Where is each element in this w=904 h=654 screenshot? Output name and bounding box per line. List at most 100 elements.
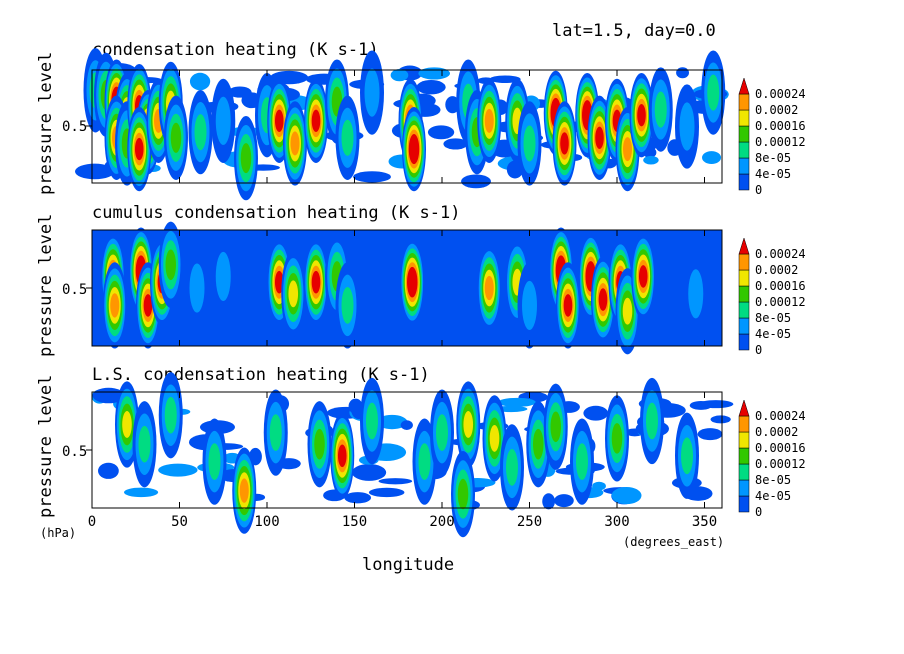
noise-blob xyxy=(489,75,521,84)
heat-cell xyxy=(122,411,132,438)
noise-blob xyxy=(498,397,536,407)
heat-cell xyxy=(408,271,417,293)
colorbar-swatch xyxy=(738,317,750,335)
noise-blob xyxy=(418,67,451,80)
colorbar-label: 0.00012 xyxy=(755,135,806,149)
colorbar: 0.00024 0.0002 0.00016 0.00012 8e-05 4e-05 0 xyxy=(738,237,806,357)
heat-cell xyxy=(143,294,153,317)
colorbar-label: 0.0002 xyxy=(755,263,798,277)
panel-ls-condensation-heating: L.S. condensation heating (K s-1) 0.5 pr… xyxy=(36,365,806,538)
noise-blob xyxy=(702,151,722,165)
heat-cell xyxy=(595,126,604,149)
noise-blob xyxy=(697,428,723,441)
colorbar-label: 0.0002 xyxy=(755,103,798,117)
heat-cell xyxy=(364,68,380,117)
colorbar-label: 8e-05 xyxy=(755,473,791,487)
heat-cell xyxy=(688,269,704,319)
colorbar-swatch xyxy=(738,415,750,433)
x-tick-label: 100 xyxy=(254,514,279,530)
heat-cell xyxy=(550,411,561,443)
heat-cell xyxy=(576,443,588,480)
heat-cell xyxy=(170,122,182,153)
heat-cell xyxy=(164,396,177,434)
x-tick-label: 150 xyxy=(342,514,367,530)
colorbar-swatch xyxy=(738,463,750,481)
colorbar-label: 8e-05 xyxy=(755,151,791,165)
noise-blob xyxy=(583,405,609,421)
noise-blob xyxy=(445,96,460,114)
colorbar-arrow xyxy=(738,77,750,95)
heat-cell xyxy=(239,478,249,503)
heat-cell xyxy=(138,425,151,463)
y-tick-label: 0.5 xyxy=(62,119,87,135)
colorbar-label: 8e-05 xyxy=(755,311,791,325)
colorbar-label: 4e-05 xyxy=(755,327,791,341)
colorbar-label: 0.00024 xyxy=(755,247,806,261)
noise-blob xyxy=(158,463,198,477)
colorbar-swatch xyxy=(738,125,750,143)
x-tick-labels: 0 50 100 150 200 250 300 350 xyxy=(88,514,717,530)
colorbar-arrow xyxy=(738,237,750,255)
heat-cell xyxy=(341,119,354,156)
heat-cell xyxy=(240,143,252,174)
x-ticks xyxy=(91,230,705,346)
heat-cell xyxy=(646,402,658,440)
heat-cell xyxy=(409,138,419,160)
colorbar-label: 0 xyxy=(755,505,762,519)
noise-blob xyxy=(542,493,555,510)
heat-cell xyxy=(208,443,221,480)
colorbar: 0.00024 0.0002 0.00016 0.00012 8e-05 4e-05 0 xyxy=(738,77,806,197)
heat-cell xyxy=(288,280,299,308)
x-tick-label: 0 xyxy=(88,514,96,530)
noise-blob xyxy=(676,67,689,79)
heat-cell xyxy=(654,91,667,128)
heat-cell xyxy=(611,423,623,454)
heat-cell xyxy=(269,414,282,451)
colorbar-swatch xyxy=(738,157,750,175)
colorbar-swatch xyxy=(738,301,750,319)
colorbar-label: 0.00012 xyxy=(755,457,806,471)
y-axis-label: pressure level xyxy=(36,375,56,518)
y-axis-label: pressure level xyxy=(36,214,56,357)
colorbar-label: 0 xyxy=(755,343,762,357)
heat-cell xyxy=(679,102,695,151)
heat-cell xyxy=(215,251,231,301)
panel-title: condensation heating (K s-1) xyxy=(92,40,379,60)
noise-blob xyxy=(378,478,413,485)
heat-cell xyxy=(623,137,632,162)
colorbar-label: 0 xyxy=(755,183,762,197)
y-tick-label: 0.5 xyxy=(62,282,87,298)
y-tick-label: 0.5 xyxy=(62,444,87,460)
colorbar-swatch xyxy=(738,93,750,111)
colorbar-swatch xyxy=(738,479,750,497)
noise-blob xyxy=(611,486,642,505)
heat-cell xyxy=(522,280,537,330)
noise-blob xyxy=(643,155,659,165)
colorbar-label: 0.00012 xyxy=(755,295,806,309)
heat-cell xyxy=(110,293,120,318)
noise-blob xyxy=(427,125,455,140)
colorbar-arrow xyxy=(738,399,750,417)
colorbar-swatch xyxy=(738,141,750,159)
heat-cell xyxy=(489,424,500,452)
x-unit-label: (degrees_east) xyxy=(623,535,724,549)
x-tick-label: 50 xyxy=(171,514,188,530)
heat-cell xyxy=(707,74,720,111)
heat-cell xyxy=(341,287,354,324)
lat-day-info: lat=1.5, day=0.0 xyxy=(552,21,716,41)
x-ticks xyxy=(91,70,705,183)
noise-blob xyxy=(353,171,391,183)
heat-cell xyxy=(560,132,569,155)
heat-cell xyxy=(506,449,518,486)
heat-cell xyxy=(314,428,325,460)
noise-blob xyxy=(123,487,159,498)
heat-cell xyxy=(189,263,205,313)
x-tick-label: 200 xyxy=(429,514,454,530)
noise-blob xyxy=(400,420,413,430)
heat-cell xyxy=(418,443,431,480)
x-tick-label: 300 xyxy=(604,514,629,530)
heat-cell xyxy=(563,294,573,317)
colorbar-swatch xyxy=(738,431,750,449)
colorbar-swatch xyxy=(738,447,750,465)
